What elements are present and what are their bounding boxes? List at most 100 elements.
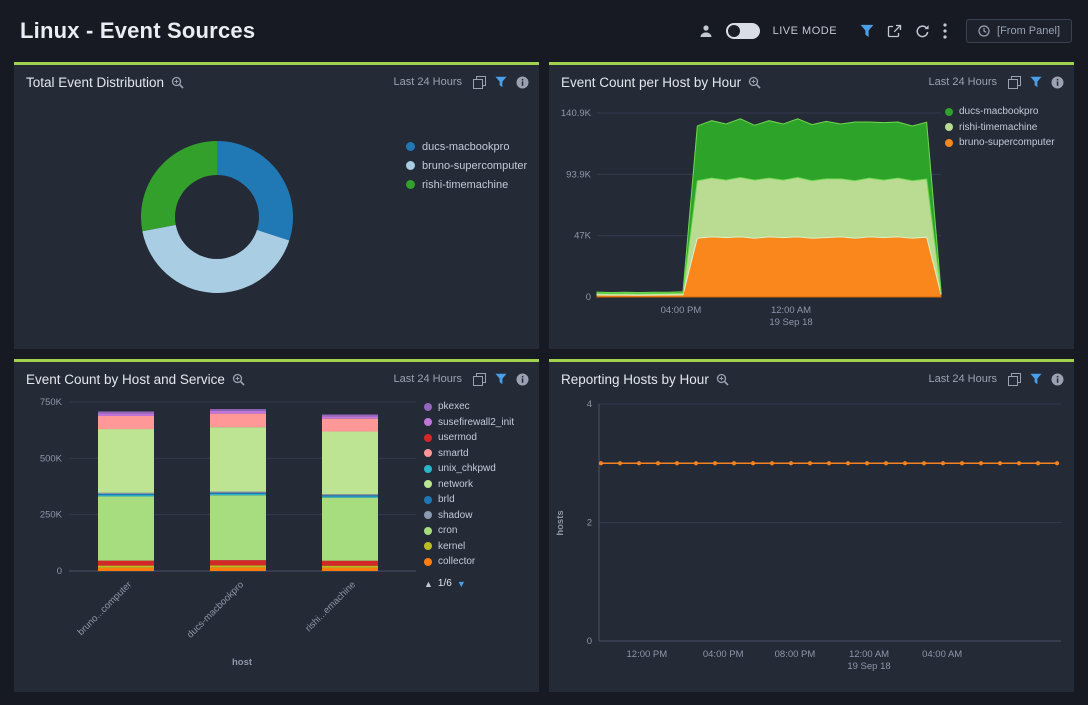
panel-header: Event Count by Host and Service Last 24 … [14,362,539,396]
line-chart[interactable]: 0 2 4 12:00 PM 04:00 PM 08:00 PM 12:00 AM 19 Se… [549,396,1074,692]
bar-chart-svg[interactable]: 0 250K 500K 750K bruno...computer ducs-macboo… [14,396,539,692]
svg-text:04:00 PM: 04:00 PM [661,305,702,316]
share-icon[interactable] [887,24,902,39]
donut-chart[interactable]: ducs-macbookpro bruno-supercomputer rishi-… [14,99,539,349]
legend-label: smartd [438,447,469,459]
panel-title: Event Count by Host and Service [26,371,225,387]
legend-item[interactable]: network [424,477,514,493]
filter-icon[interactable] [1030,373,1042,385]
svg-text:12:00 AM: 12:00 AM [771,305,811,316]
svg-text:19 Sep 18: 19 Sep 18 [847,661,890,672]
legend-swatch [424,557,432,566]
info-icon[interactable] [516,76,529,89]
zoom-in-icon[interactable] [716,373,729,386]
panel-title: Total Event Distribution [26,74,165,90]
legend-label: unix_chkpwd [438,463,496,475]
panel-event-count-per-host: Event Count per Host by Hour Last 24 Hou… [549,62,1074,349]
zoom-in-icon[interactable] [748,76,761,89]
time-range-button-label: [From Panel] [997,25,1060,37]
time-range-label: Last 24 Hours [393,373,462,385]
legend-item[interactable]: susefirewall2_init [424,415,514,431]
legend-label: ducs-macbookpro [422,140,510,153]
clock-icon [978,25,990,37]
kebab-menu-icon[interactable] [943,23,947,39]
legend-item[interactable]: kernel [424,539,514,555]
legend-item[interactable]: rishi-timemachine [945,120,1055,136]
legend-page-label: 1/6 [437,578,452,589]
info-icon[interactable] [1051,373,1064,386]
chart-legend: pkexec susefirewall2_init usermod smartd uni… [424,399,514,570]
duplicate-icon[interactable] [1008,372,1021,386]
bar-chart[interactable]: 0 250K 500K 750K bruno...computer ducs-macboo… [14,396,539,692]
duplicate-icon[interactable] [473,75,486,89]
svg-text:140.9K: 140.9K [561,108,592,119]
filter-icon[interactable] [495,373,507,385]
legend-item[interactable]: usermod [424,430,514,446]
legend-swatch [424,402,432,411]
legend-page-up-icon[interactable]: ▲ [424,578,433,589]
legend-label: bruno-supercomputer [959,137,1055,149]
legend-item[interactable]: rishi-timemachine [406,175,527,194]
donut-chart-svg[interactable] [14,99,539,349]
svg-text:47K: 47K [574,231,592,242]
filter-icon[interactable] [1030,76,1042,88]
user-icon[interactable] [699,24,713,38]
legend-item[interactable]: bruno-supercomputer [945,135,1055,151]
filter-icon[interactable] [860,24,874,38]
panel-total-event-distribution: Total Event Distribution Last 24 Hours [14,62,539,349]
chart-legend: ducs-macbookpro bruno-supercomputer rishi-… [406,137,527,194]
zoom-in-icon[interactable] [171,76,184,89]
svg-text:hosts: hosts [555,510,566,535]
legend-item[interactable]: collector [424,554,514,570]
legend-swatch [424,433,432,442]
info-icon[interactable] [1051,76,1064,89]
zoom-in-icon[interactable] [232,373,245,386]
legend-swatch [406,142,415,151]
svg-text:04:00 PM: 04:00 PM [703,649,744,660]
legend-item[interactable]: cron [424,523,514,539]
svg-text:500K: 500K [40,453,63,464]
panel-title: Reporting Hosts by Hour [561,371,709,387]
page-title: Linux - Event Sources [20,18,256,43]
legend-item[interactable]: bruno-supercomputer [406,156,527,175]
legend-item[interactable]: ducs-macbookpro [406,137,527,156]
legend-label: collector [438,556,476,568]
legend-swatch [406,161,415,170]
panel-reporting-hosts: Reporting Hosts by Hour Last 24 Hours 0 [549,359,1074,692]
legend-item[interactable]: brld [424,492,514,508]
refresh-icon[interactable] [915,24,930,39]
live-mode-toggle[interactable] [725,23,760,39]
panel-header: Total Event Distribution Last 24 Hours [14,65,539,99]
area-chart[interactable]: 0 47K 93.9K 140.9K 04:00 PM 12:00 AM 19 Sep 18… [549,99,1074,349]
legend-label: usermod [438,432,477,444]
filter-icon[interactable] [495,76,507,88]
legend-swatch [424,449,432,458]
legend-swatch [424,480,432,489]
legend-label: kernel [438,540,466,552]
legend-item[interactable]: smartd [424,446,514,462]
legend-item[interactable]: shadow [424,508,514,524]
legend-swatch [945,123,953,132]
duplicate-icon[interactable] [1008,75,1021,89]
legend-item[interactable]: ducs-macbookpro [945,104,1055,120]
svg-text:08:00 PM: 08:00 PM [775,649,816,660]
info-icon[interactable] [516,373,529,386]
legend-swatch [424,418,432,427]
svg-text:0: 0 [587,636,592,647]
legend-item[interactable]: unix_chkpwd [424,461,514,477]
time-range-button[interactable]: [From Panel] [966,19,1072,43]
legend-pager: ▲ 1/6 ▼ [424,578,466,589]
live-mode-label: LIVE MODE [772,25,838,37]
svg-text:12:00 AM: 12:00 AM [849,649,889,660]
time-range-label: Last 24 Hours [393,76,462,88]
legend-swatch [424,495,432,504]
panel-title: Event Count per Host by Hour [561,74,742,90]
legend-label: ducs-macbookpro [959,106,1039,118]
duplicate-icon[interactable] [473,372,486,386]
legend-page-down-icon[interactable]: ▼ [456,578,466,589]
legend-label: rishi-timemachine [422,178,509,191]
legend-item[interactable]: pkexec [424,399,514,415]
svg-text:04:00 AM: 04:00 AM [922,649,962,660]
